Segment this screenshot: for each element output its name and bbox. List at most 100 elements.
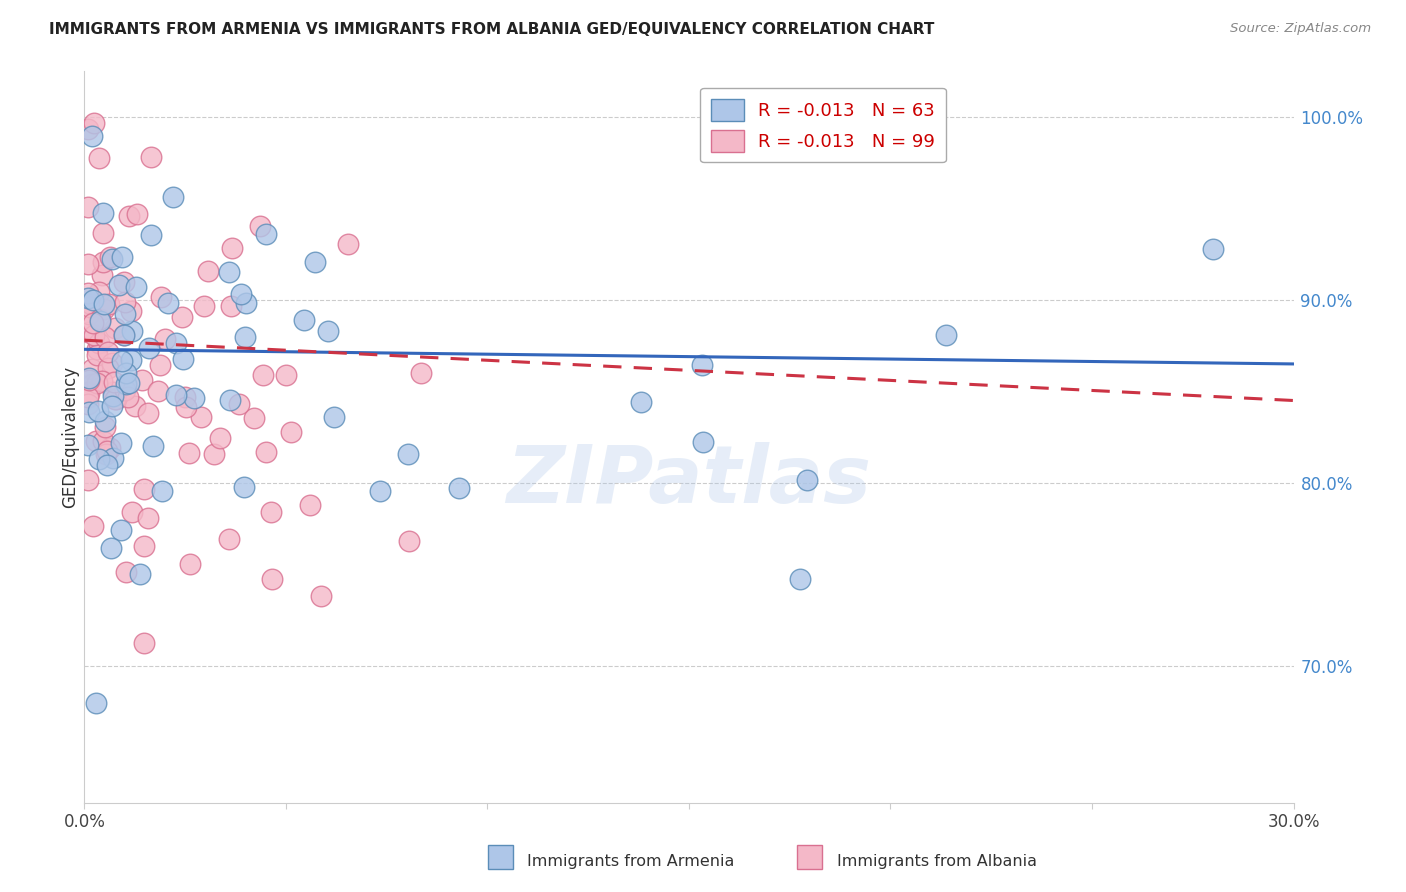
Point: [370, 484, 392, 499]
Point: [134, 539, 156, 553]
Point: [411, 366, 433, 380]
Bar: [488, 845, 513, 870]
Point: [322, 409, 344, 424]
Point: [87, 404, 110, 418]
Point: [80, 377, 103, 392]
Point: [79, 297, 101, 311]
Point: [141, 228, 163, 243]
Point: [91, 226, 114, 240]
Point: [101, 252, 124, 267]
Point: [316, 325, 339, 339]
Point: [243, 410, 266, 425]
Point: [104, 392, 127, 407]
Point: [115, 377, 138, 392]
Point: [86, 376, 108, 391]
Point: [218, 532, 240, 546]
Point: [218, 265, 240, 279]
Point: [77, 437, 100, 451]
Point: [82, 316, 104, 330]
Point: [232, 480, 254, 494]
Point: [87, 285, 110, 299]
Point: [87, 335, 110, 350]
Point: [789, 572, 811, 586]
Point: [96, 448, 118, 462]
Point: [111, 354, 134, 368]
Point: [90, 374, 112, 388]
Point: [98, 442, 121, 456]
Point: [77, 373, 100, 387]
Text: Immigrants from Armenia: Immigrants from Armenia: [527, 855, 734, 869]
Point: [117, 390, 139, 404]
Point: [630, 395, 652, 409]
Point: [396, 447, 419, 461]
Point: [83, 327, 105, 342]
Point: [108, 278, 131, 293]
Point: [136, 407, 159, 421]
Point: [112, 327, 135, 342]
Point: [692, 434, 714, 449]
Point: [132, 482, 155, 496]
Point: [112, 328, 135, 343]
Point: [114, 295, 136, 310]
Point: [98, 251, 121, 265]
Point: [89, 311, 111, 326]
Point: [179, 558, 201, 572]
Point: [91, 434, 114, 448]
Point: [103, 376, 125, 390]
Point: [110, 250, 132, 264]
Point: [136, 511, 159, 525]
Point: [165, 336, 187, 351]
Point: [172, 351, 194, 366]
Point: [77, 386, 100, 401]
Point: [131, 373, 153, 387]
Point: [690, 358, 713, 372]
Point: [114, 383, 136, 397]
Point: [77, 371, 100, 385]
Point: [94, 420, 117, 434]
Point: [231, 287, 253, 301]
Point: [115, 366, 138, 380]
Point: [125, 280, 148, 294]
Point: [77, 396, 100, 410]
Point: [202, 447, 225, 461]
Point: [260, 572, 283, 586]
Point: [83, 115, 105, 129]
Point: [176, 400, 198, 414]
Point: [103, 450, 125, 465]
Point: [91, 206, 114, 220]
Point: [98, 297, 121, 311]
Point: [128, 567, 150, 582]
Text: Source: ZipAtlas.com: Source: ZipAtlas.com: [1230, 22, 1371, 36]
Point: [179, 446, 201, 460]
Point: [120, 353, 142, 368]
Point: [96, 458, 118, 472]
Bar: [797, 845, 823, 870]
Point: [79, 301, 101, 315]
Point: [398, 534, 420, 549]
Point: [77, 200, 100, 214]
Point: [97, 361, 120, 376]
Point: [93, 297, 115, 311]
Y-axis label: GED/Equivalency: GED/Equivalency: [60, 366, 79, 508]
Point: [139, 150, 162, 164]
Point: [104, 321, 127, 335]
Point: [124, 399, 146, 413]
Point: [134, 635, 156, 649]
Point: [304, 255, 326, 269]
Text: Immigrants from Albania: Immigrants from Albania: [837, 855, 1036, 869]
Point: [101, 389, 124, 403]
Point: [149, 359, 172, 373]
Point: [228, 397, 250, 411]
Point: [110, 523, 132, 537]
Point: [87, 452, 110, 467]
Point: [150, 484, 173, 499]
Point: [233, 330, 256, 344]
Point: [94, 330, 117, 344]
Point: [82, 293, 104, 307]
Point: [146, 384, 169, 398]
Point: [100, 541, 122, 555]
Point: [77, 384, 100, 399]
Point: [121, 324, 143, 338]
Point: [254, 444, 277, 458]
Point: [87, 152, 110, 166]
